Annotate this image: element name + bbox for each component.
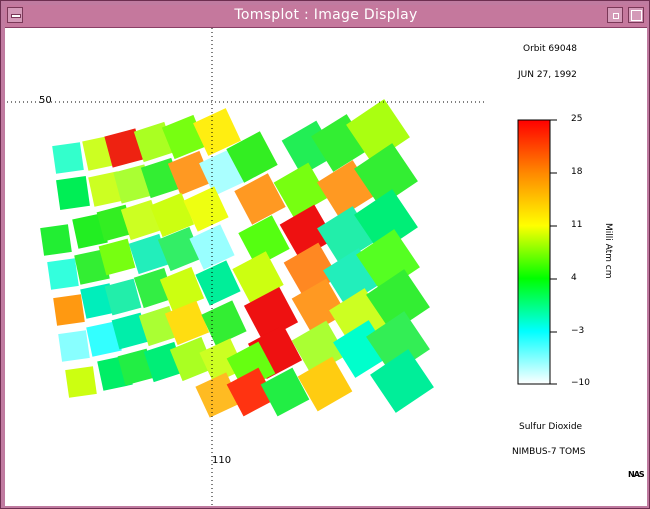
- minimize-button[interactable]: [607, 7, 623, 23]
- data-tile: [40, 224, 72, 256]
- maximize-button[interactable]: [628, 7, 644, 23]
- data-tile: [169, 336, 215, 382]
- colorbar-tick-label: 18: [571, 167, 583, 177]
- window-menu-button[interactable]: [7, 7, 23, 23]
- data-tile: [98, 238, 136, 276]
- data-tile: [279, 204, 335, 260]
- data-tile: [111, 312, 149, 350]
- latitude-label: 50: [39, 95, 52, 106]
- instrument-label: NIMBUS-7 TOMS: [512, 447, 586, 457]
- date-label: JUN 27, 1992: [518, 70, 577, 80]
- data-tile: [164, 300, 210, 346]
- colorbar-tick-label: 25: [571, 114, 583, 124]
- data-tile: [226, 367, 276, 417]
- data-tile: [157, 226, 203, 272]
- data-tile: [72, 213, 108, 249]
- data-tile: [297, 356, 353, 412]
- data-tile: [74, 249, 110, 285]
- colorbar: [517, 119, 551, 385]
- orbit-label: Orbit 69048: [523, 44, 578, 54]
- data-tile: [88, 171, 124, 207]
- data-tile: [56, 176, 90, 210]
- data-tile: [149, 192, 195, 238]
- nas-logo: NAS: [628, 470, 645, 479]
- colorbar-tick-label: 4: [571, 273, 577, 283]
- data-tile: [120, 199, 162, 241]
- data-tile: [128, 233, 170, 275]
- data-tile: [53, 294, 85, 326]
- image-display-canvas: Orbit 69048 JUN 27, 1992 50 110 25 18 11…: [5, 28, 647, 506]
- data-tile: [354, 143, 418, 207]
- data-tile: [52, 142, 84, 174]
- colorbar-ticks: [550, 119, 557, 385]
- data-tile: [232, 251, 284, 303]
- colorbar-tick-label: −3: [571, 326, 585, 336]
- so2-map: [7, 28, 557, 506]
- title-bar[interactable]: Tomsplot : Image Display: [5, 5, 647, 28]
- data-tile: [354, 189, 418, 253]
- colorbar-tick-label: −10: [571, 378, 590, 388]
- data-tile: [183, 186, 229, 232]
- data-tile: [291, 278, 347, 334]
- colorbar-unit-label: Milli Atm cm: [603, 223, 613, 279]
- data-tile: [234, 173, 286, 225]
- data-tile: [65, 366, 97, 398]
- data-tile: [104, 278, 142, 316]
- data-tile: [104, 128, 144, 168]
- data-tile: [167, 150, 213, 196]
- window-title: Tomsplot : Image Display: [234, 7, 418, 23]
- data-tiles: [40, 99, 434, 418]
- data-tile: [226, 131, 278, 183]
- data-tile: [260, 367, 310, 417]
- data-tile: [273, 162, 329, 218]
- data-tile: [47, 258, 79, 290]
- data-tile: [195, 260, 241, 306]
- data-tile: [159, 266, 205, 312]
- quantity-label: Sulfur Dioxide: [519, 422, 583, 432]
- data-tile: [201, 300, 247, 346]
- data-tile: [366, 269, 430, 333]
- longitude-label: 110: [212, 455, 232, 466]
- data-tile: [117, 348, 155, 386]
- data-tile: [238, 215, 290, 267]
- data-tile: [370, 349, 434, 413]
- colorbar-tick-label: 11: [571, 220, 583, 230]
- data-tile: [113, 164, 153, 204]
- data-tile: [199, 338, 245, 384]
- data-tile: [86, 321, 122, 357]
- data-tile: [189, 224, 235, 270]
- data-tile: [193, 108, 241, 156]
- data-tile: [58, 330, 90, 362]
